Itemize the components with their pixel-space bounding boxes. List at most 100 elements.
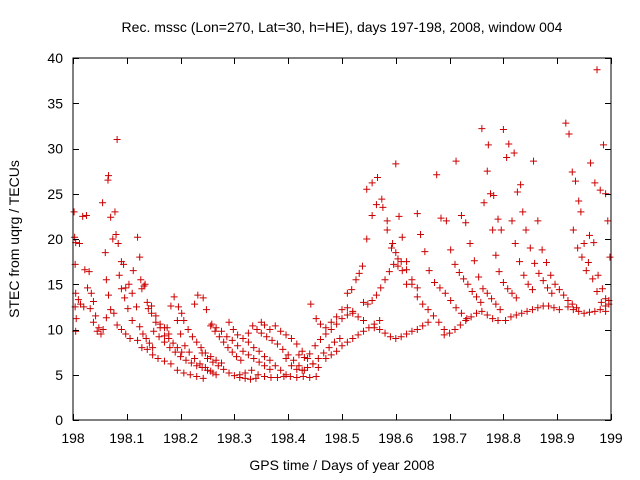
data-point [304,364,312,372]
x-axis-label: GPS time / Days of year 2008 [249,457,434,473]
data-point [381,276,389,284]
data-point [479,285,487,293]
data-point [413,210,421,218]
data-point [128,289,136,297]
data-point [208,320,216,328]
data-point [207,367,215,375]
data-point [376,326,384,333]
data-point [99,326,107,333]
data-point [462,316,470,324]
data-point [343,338,351,346]
data-point [526,244,534,252]
data-point [122,284,130,292]
data-point [136,323,144,331]
chart-title: Rec. mssc (Lon=270, Lat=30, h=HE), days … [122,19,563,35]
x-tick-labels: 198 198.1 198.2 198.3 198.4 198.5 198.6 198.7 19… [61,430,623,446]
data-point [338,315,346,323]
data-point [93,327,101,335]
data-point [295,351,303,359]
data-point [413,284,421,292]
data-point [330,338,338,346]
data-point [263,333,271,341]
data-point [86,305,94,313]
data-point [286,373,294,381]
data-point [180,369,188,377]
data-point [580,309,588,317]
y-tick-label: 25 [47,186,63,202]
data-point [257,329,265,337]
data-point [528,286,536,294]
data-point [575,197,583,205]
data-point [107,306,115,314]
data-point [143,298,151,306]
data-point [173,344,181,352]
data-point [191,354,199,362]
data-point [163,324,171,332]
data-point [109,235,117,243]
data-point [217,327,225,335]
data-point [277,366,285,374]
data-point [419,322,427,330]
data-point [142,335,150,343]
data-point [137,276,145,284]
data-point [290,356,298,364]
data-point [212,371,220,379]
data-point [214,362,222,370]
data-point [199,374,207,382]
data-point [349,309,357,317]
data-point [591,307,599,315]
data-point [447,297,455,305]
data-point [193,373,201,381]
data-point [495,268,503,276]
data-point [455,268,463,276]
data-point [355,269,363,277]
data-point [497,226,505,234]
data-point [250,354,258,362]
data-point [403,266,411,274]
x-tick-label: 198.9 [540,430,575,446]
data-point [178,348,186,356]
data-point [338,306,346,314]
data-point [354,313,362,321]
data-point [228,336,236,344]
data-point [207,322,215,330]
data-point [112,230,120,238]
data-point [177,353,185,361]
data-point [516,258,524,266]
data-point [593,66,601,74]
y-tick-label: 0 [55,412,63,428]
data-point [266,356,274,364]
data-point [239,347,247,355]
data-point [589,275,597,283]
data-point [160,357,168,365]
data-point [575,307,583,315]
data-point [531,259,539,267]
data-point [327,326,335,333]
data-point [496,306,504,314]
data-point [138,344,146,352]
data-point [520,271,528,279]
data-point [124,305,132,313]
data-point [505,140,513,148]
data-point [299,373,307,381]
data-point [182,356,190,364]
data-point [186,371,194,379]
data-point [284,351,292,359]
x-tick-label: 198.8 [486,430,521,446]
data-point [478,307,486,315]
data-point [473,293,480,301]
x-tick-label: 198.2 [163,430,198,446]
data-point [215,333,223,341]
data-point [220,338,228,346]
data-point [383,226,391,234]
data-point [363,235,371,243]
y-tick-labels: 0 5 10 15 20 25 30 35 40 [47,50,63,428]
data-point [580,240,588,248]
data-point [244,329,252,337]
data-point [261,353,269,361]
data-point [128,316,136,324]
data-point [489,226,497,234]
data-point [152,312,160,320]
data-point [395,212,403,220]
